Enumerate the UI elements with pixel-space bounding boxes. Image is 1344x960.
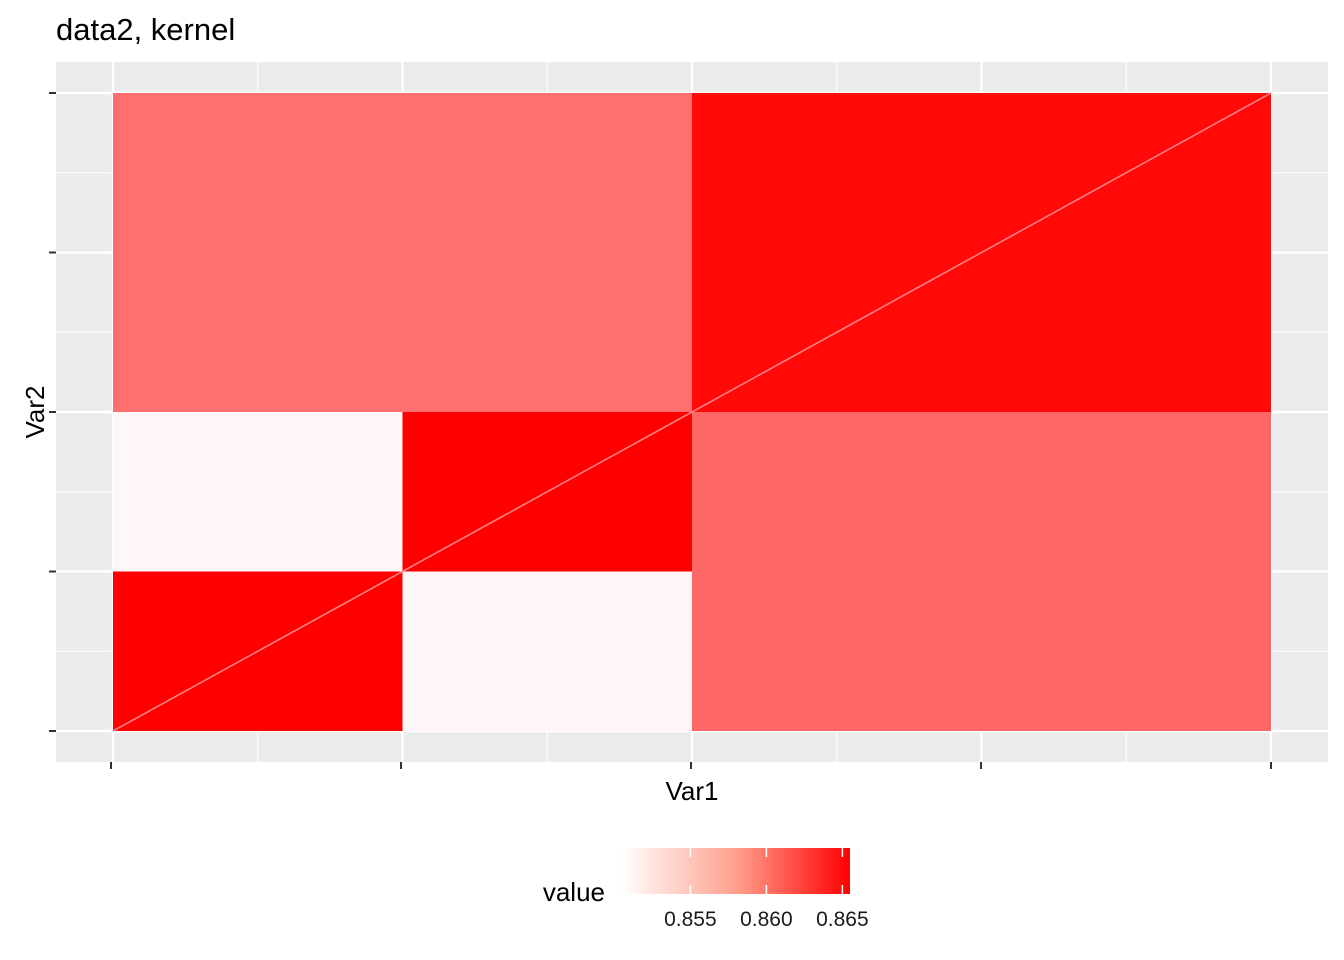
- legend-tick-label: 0.860: [740, 908, 793, 931]
- legend-tick-label: 0.855: [664, 908, 717, 931]
- legend-ticks: 0.855 0.860 0.865: [664, 848, 869, 931]
- legend-title: value: [543, 877, 605, 907]
- axis-ticks: [49, 92, 1272, 769]
- heatmap-block: [402, 571, 692, 731]
- heatmap-block: [113, 93, 692, 412]
- color-legend: value 0.855 0.860 0.865: [543, 848, 869, 931]
- x-axis-label: Var1: [666, 776, 719, 806]
- diagonal-line: [112, 92, 1272, 732]
- heatmap-block: [113, 412, 403, 572]
- legend-tick-label: 0.865: [816, 908, 869, 931]
- chart-title: data2, kernel: [56, 12, 235, 47]
- y-axis-label: Var2: [20, 386, 50, 439]
- heatmap-block: [692, 412, 1271, 731]
- legend-colorbar: [622, 848, 850, 894]
- diagonal-cells: [112, 92, 1272, 732]
